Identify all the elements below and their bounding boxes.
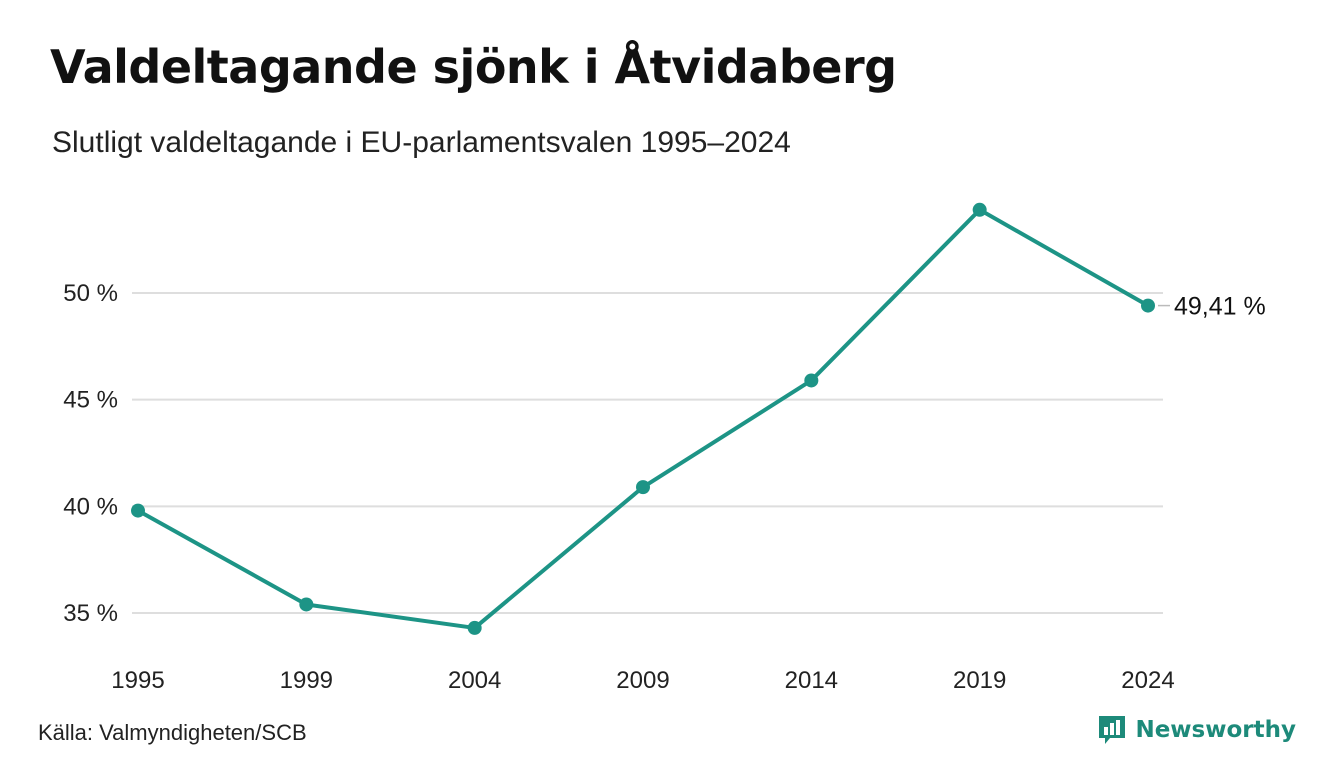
data-point xyxy=(299,597,314,612)
y-tick-label: 45 % xyxy=(63,387,118,414)
chart-subtitle: Slutligt valdeltagande i EU-parlamentsva… xyxy=(52,126,791,159)
end-value-label: 49,41 % xyxy=(1174,293,1266,321)
data-point xyxy=(1141,298,1155,313)
series-line xyxy=(137,207,1149,630)
y-tick-label: 50 % xyxy=(63,280,118,307)
y-tick-label: 35 % xyxy=(63,600,118,627)
x-tick-label: 2024 xyxy=(1121,667,1174,694)
brand-name: Newsworthy xyxy=(1135,717,1296,743)
x-tick-label: 2004 xyxy=(448,667,501,694)
data-point xyxy=(131,503,145,518)
data-point xyxy=(467,620,482,635)
bar-chart-speech-bubble-icon xyxy=(1099,716,1126,744)
x-tick-label: 2009 xyxy=(616,667,669,694)
data-point xyxy=(636,480,650,495)
data-point xyxy=(804,373,819,388)
chart-title: Valdeltagande sjönk i Åtvidaberg xyxy=(50,40,897,94)
x-tick-label: 1995 xyxy=(111,667,164,694)
x-tick-label: 2019 xyxy=(953,667,1006,694)
source-note: Källa: Valmyndigheten/SCB xyxy=(38,720,307,745)
x-tick-label: 2014 xyxy=(785,667,838,694)
brand-logo: Newsworthy xyxy=(1097,714,1296,746)
data-point xyxy=(972,202,987,217)
y-tick-label: 40 % xyxy=(63,493,118,520)
x-tick-label: 1999 xyxy=(280,667,333,694)
